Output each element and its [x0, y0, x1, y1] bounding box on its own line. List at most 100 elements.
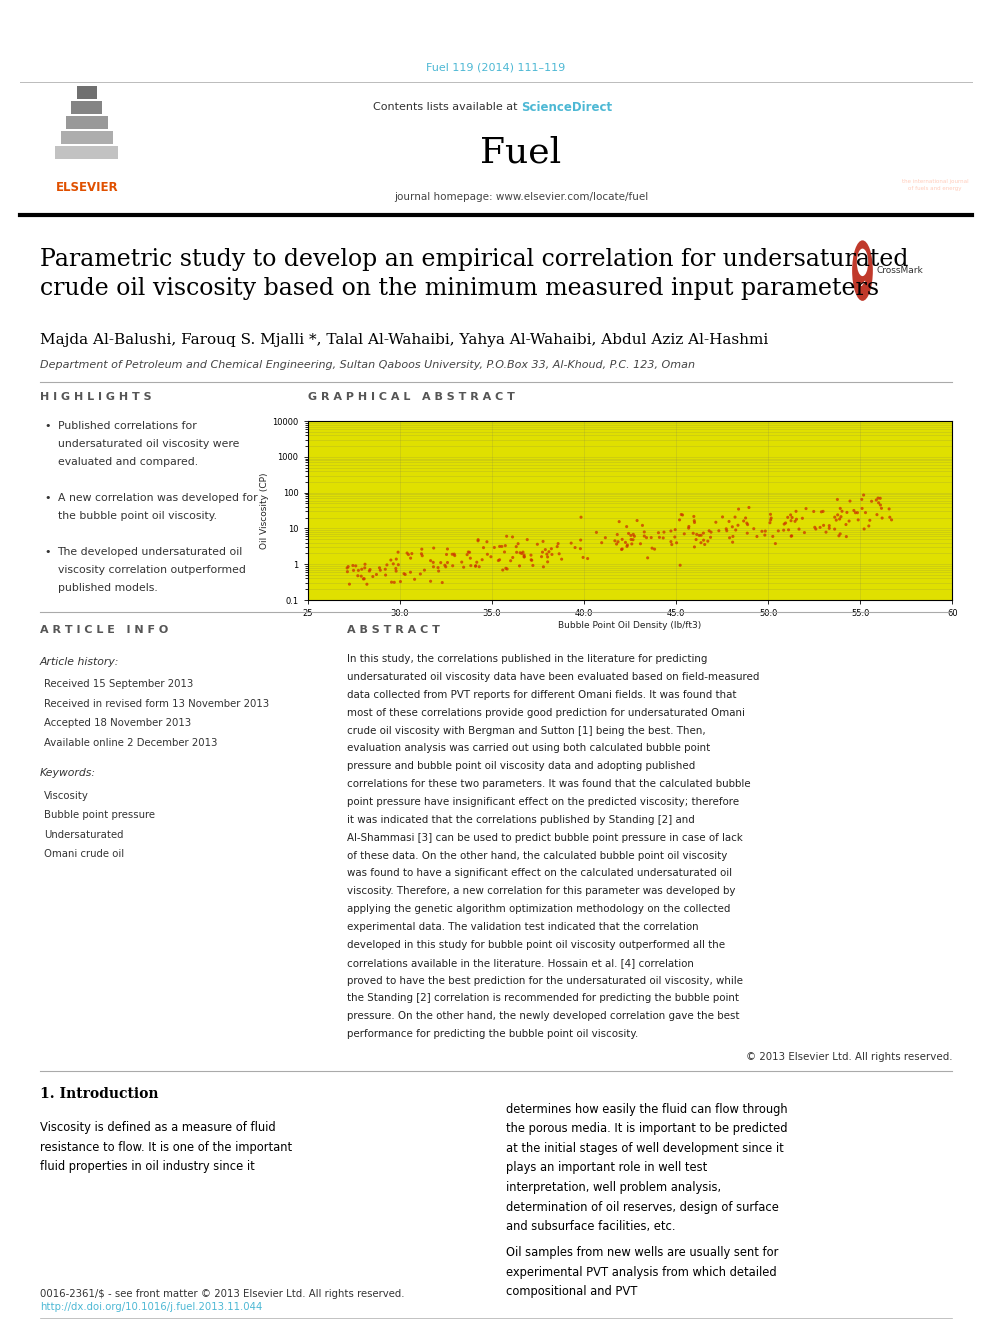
Text: Available online 2 December 2013: Available online 2 December 2013: [44, 738, 217, 747]
Point: [397, 564, 413, 585]
Point: [455, 557, 471, 578]
Point: [669, 532, 684, 553]
Point: [818, 521, 834, 542]
Point: [357, 553, 373, 574]
Text: Viscosity is defined as a measure of fluid: Viscosity is defined as a measure of flu…: [40, 1121, 276, 1134]
Text: and subsurface facilities, etc.: and subsurface facilities, etc.: [506, 1220, 676, 1233]
Point: [686, 511, 702, 532]
Point: [784, 525, 800, 546]
Point: [847, 503, 863, 524]
Point: [821, 515, 837, 536]
Point: [663, 531, 679, 552]
Text: In this study, the correlations published in the literature for predicting: In this study, the correlations publishe…: [347, 654, 707, 664]
Point: [404, 542, 420, 564]
Point: [390, 541, 406, 562]
Text: •: •: [45, 421, 52, 431]
Point: [572, 538, 588, 560]
Point: [396, 564, 412, 585]
Point: [572, 529, 588, 550]
Point: [467, 556, 483, 577]
Point: [784, 525, 800, 546]
Point: [426, 552, 441, 573]
Point: [695, 523, 711, 544]
Point: [535, 541, 551, 562]
Text: Published correlations for: Published correlations for: [58, 421, 196, 431]
Point: [524, 549, 540, 570]
Point: [339, 561, 355, 582]
Text: Oil samples from new wells are usually sent for: Oil samples from new wells are usually s…: [506, 1246, 779, 1259]
Point: [497, 534, 513, 556]
Text: crude oil viscosity with Bergman and Sutton [1] being the best. Then,: crude oil viscosity with Bergman and Sut…: [347, 725, 706, 736]
Point: [468, 556, 484, 577]
Text: Accepted 18 November 2013: Accepted 18 November 2013: [44, 718, 190, 729]
Point: [535, 531, 551, 552]
X-axis label: Bubble Point Oil Density (lb/ft3): Bubble Point Oil Density (lb/ft3): [558, 620, 701, 630]
Point: [384, 572, 400, 593]
Point: [721, 511, 737, 532]
Point: [417, 560, 433, 581]
Point: [721, 527, 737, 548]
Point: [505, 527, 521, 548]
Point: [579, 548, 595, 569]
Point: [619, 534, 635, 556]
Point: [647, 538, 663, 560]
Point: [426, 537, 441, 558]
Text: G R A P H I C A L   A B S T R A C T: G R A P H I C A L A B S T R A C T: [308, 392, 515, 402]
Point: [884, 509, 900, 531]
Point: [423, 550, 438, 572]
Point: [439, 552, 455, 573]
Point: [702, 527, 718, 548]
Point: [611, 511, 627, 532]
Point: [525, 554, 541, 576]
Point: [361, 561, 377, 582]
Point: [499, 525, 515, 546]
Point: [777, 513, 793, 534]
Point: [470, 531, 486, 552]
Point: [536, 556, 552, 577]
Point: [444, 544, 460, 565]
Point: [727, 507, 743, 528]
Point: [668, 519, 683, 540]
Point: [854, 488, 870, 509]
Point: [459, 544, 475, 565]
Point: [383, 549, 399, 570]
Text: A new correlation was developed for: A new correlation was developed for: [58, 493, 257, 503]
Point: [839, 501, 855, 523]
Point: [350, 565, 366, 586]
Point: [640, 548, 656, 569]
Point: [635, 515, 651, 536]
Text: point pressure have insignificant effect on the predicted viscosity; therefore: point pressure have insignificant effect…: [347, 796, 739, 807]
Point: [460, 541, 476, 562]
Point: [762, 512, 778, 533]
Point: [673, 554, 688, 576]
Text: Fuel: Fuel: [480, 135, 561, 169]
Point: [831, 525, 847, 546]
Text: undersaturated oil viscosity were: undersaturated oil viscosity were: [58, 439, 239, 448]
Text: determines how easily the fluid can flow through: determines how easily the fluid can flow…: [506, 1102, 788, 1115]
Text: Contents lists available at: Contents lists available at: [373, 102, 521, 112]
Text: viscosity correlation outperformed: viscosity correlation outperformed: [58, 565, 245, 576]
Point: [539, 544, 555, 565]
Point: [882, 507, 898, 528]
Point: [475, 537, 491, 558]
Point: [415, 545, 431, 566]
Bar: [56, 147, 118, 159]
Point: [832, 497, 848, 519]
Point: [348, 556, 364, 577]
Point: [701, 520, 717, 541]
Text: viscosity. Therefore, a new correlation for this parameter was developed by: viscosity. Therefore, a new correlation …: [347, 886, 736, 896]
Point: [831, 508, 847, 529]
Point: [563, 533, 579, 554]
Text: Viscosity: Viscosity: [44, 791, 88, 800]
Point: [696, 534, 712, 556]
Text: FUEL: FUEL: [906, 124, 964, 146]
Point: [423, 570, 438, 591]
Point: [340, 556, 356, 577]
Ellipse shape: [852, 241, 873, 300]
Point: [784, 507, 800, 528]
Point: [728, 520, 744, 541]
Text: ScienceDirect: ScienceDirect: [521, 101, 612, 114]
Point: [399, 542, 415, 564]
Text: •: •: [45, 493, 52, 503]
Text: was found to have a significant effect on the calculated undersaturated oil: was found to have a significant effect o…: [347, 868, 732, 878]
